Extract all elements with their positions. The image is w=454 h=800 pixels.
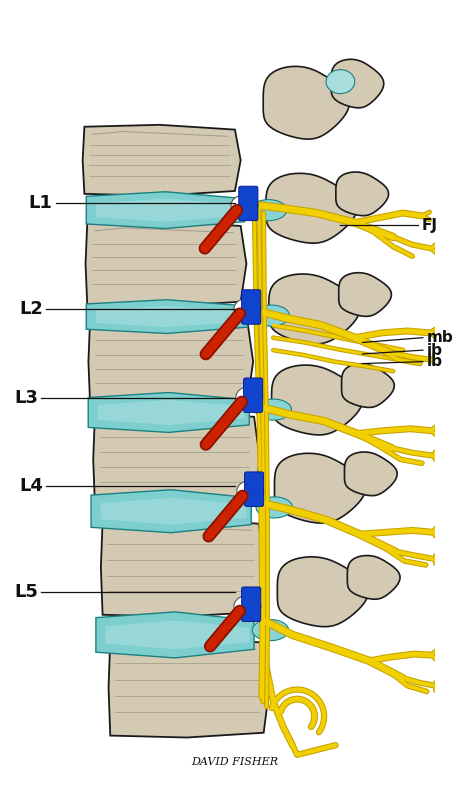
Polygon shape [98, 400, 245, 425]
Polygon shape [336, 172, 389, 216]
Text: L2: L2 [19, 300, 43, 318]
Ellipse shape [256, 497, 292, 518]
Text: L4: L4 [19, 478, 43, 495]
Polygon shape [275, 454, 365, 523]
Ellipse shape [252, 619, 289, 641]
Polygon shape [93, 412, 260, 507]
Polygon shape [109, 638, 269, 738]
Polygon shape [89, 317, 253, 406]
Polygon shape [85, 221, 247, 306]
Polygon shape [96, 612, 254, 658]
Ellipse shape [236, 386, 263, 408]
Polygon shape [91, 490, 251, 533]
FancyBboxPatch shape [239, 186, 258, 221]
Polygon shape [86, 300, 247, 334]
Text: ib: ib [427, 342, 443, 358]
Polygon shape [101, 498, 247, 525]
Ellipse shape [231, 195, 258, 216]
Polygon shape [263, 66, 350, 139]
Ellipse shape [237, 481, 264, 502]
Polygon shape [347, 555, 400, 599]
Ellipse shape [255, 399, 291, 420]
Polygon shape [341, 364, 395, 407]
Ellipse shape [234, 298, 261, 319]
Polygon shape [96, 198, 240, 222]
Ellipse shape [234, 596, 261, 617]
Ellipse shape [253, 305, 290, 326]
Text: mb: mb [427, 330, 454, 345]
Polygon shape [86, 192, 245, 229]
Polygon shape [339, 273, 391, 316]
Text: L5: L5 [15, 582, 38, 601]
Polygon shape [345, 452, 397, 496]
Text: FJ: FJ [422, 218, 438, 233]
Polygon shape [105, 621, 249, 650]
FancyBboxPatch shape [245, 472, 264, 506]
Polygon shape [271, 365, 363, 435]
Polygon shape [269, 274, 360, 344]
Ellipse shape [326, 70, 355, 94]
Text: L1: L1 [29, 194, 53, 213]
Ellipse shape [250, 200, 286, 221]
Polygon shape [277, 557, 369, 626]
Polygon shape [88, 393, 249, 433]
Polygon shape [96, 306, 242, 327]
Text: DAVID FISHER: DAVID FISHER [191, 758, 278, 767]
Polygon shape [331, 59, 384, 108]
FancyBboxPatch shape [243, 378, 263, 413]
Text: L3: L3 [15, 389, 38, 407]
Text: lb: lb [427, 354, 443, 369]
Polygon shape [83, 125, 241, 196]
FancyBboxPatch shape [242, 587, 261, 622]
FancyBboxPatch shape [242, 290, 261, 324]
Polygon shape [266, 174, 357, 243]
Polygon shape [101, 519, 265, 617]
